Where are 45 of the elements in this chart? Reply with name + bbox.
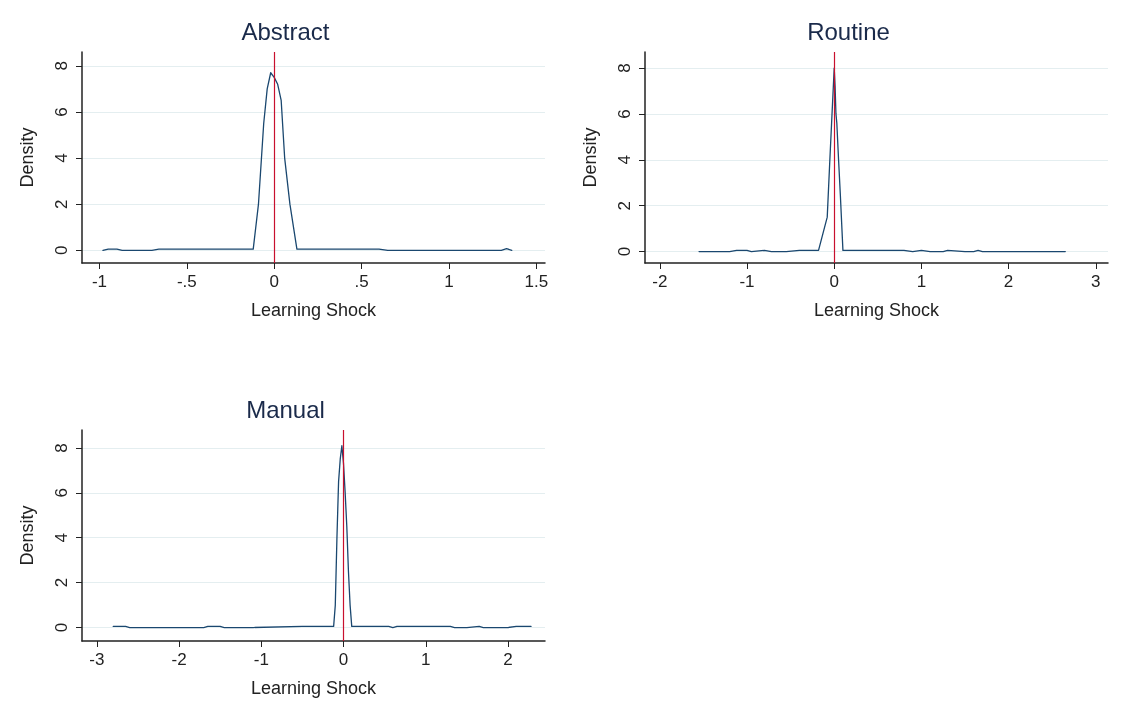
x-tick-label: -1 — [253, 650, 269, 669]
y-tick-label: 4 — [615, 155, 634, 165]
y-axis-title: Density — [17, 127, 37, 188]
x-tick-label: -1 — [91, 272, 108, 291]
chart-title: Manual — [246, 395, 325, 423]
y-tick-label: 2 — [52, 199, 71, 209]
y-tick-label: 8 — [615, 63, 634, 73]
x-tick-label: 1.5 — [524, 272, 549, 291]
x-axis-title: Learning Shock — [250, 300, 378, 320]
y-tick-label: 6 — [52, 488, 71, 498]
x-tick-label: 2 — [1003, 272, 1014, 291]
x-tick-label: -2 — [171, 650, 187, 669]
x-tick-label: -.5 — [176, 272, 197, 291]
y-tick-label: 2 — [615, 200, 634, 211]
y-tick-label: 0 — [615, 246, 634, 257]
y-axis-title: Density — [17, 505, 37, 566]
y-tick-label: 0 — [52, 622, 71, 633]
y-tick-label: 8 — [52, 61, 71, 71]
y-tick-label: 2 — [52, 577, 71, 588]
line-series — [102, 72, 513, 251]
y-tick-label: 6 — [615, 109, 634, 119]
chart-title: Abstract — [241, 17, 330, 45]
x-tick-label: 3 — [1091, 272, 1101, 291]
chart-title: Routine — [807, 17, 890, 45]
x-tick-label: 2 — [503, 650, 513, 669]
x-tick-label: -2 — [652, 272, 668, 291]
y-tick-label: 4 — [52, 153, 71, 163]
x-tick-label: 0 — [269, 272, 279, 291]
line-series — [698, 67, 1066, 253]
x-tick-label: 1 — [421, 650, 431, 669]
x-tick-label: 1 — [444, 272, 454, 291]
y-tick-label: 8 — [52, 443, 71, 453]
x-tick-label: 1 — [916, 272, 927, 291]
y-tick-label: 0 — [52, 245, 71, 256]
x-tick-label: -3 — [89, 650, 105, 669]
y-axis-title: Density — [580, 127, 600, 188]
x-axis-title: Learning Shock — [813, 300, 941, 320]
y-tick-label: 4 — [52, 533, 71, 543]
x-tick-label: -1 — [739, 272, 755, 291]
line-series — [112, 445, 532, 629]
x-tick-label: .5 — [354, 272, 369, 291]
x-tick-label: 0 — [829, 272, 839, 291]
x-axis-title: Learning Shock — [250, 678, 378, 698]
y-tick-label: 6 — [52, 107, 71, 117]
x-tick-label: 0 — [338, 650, 349, 669]
